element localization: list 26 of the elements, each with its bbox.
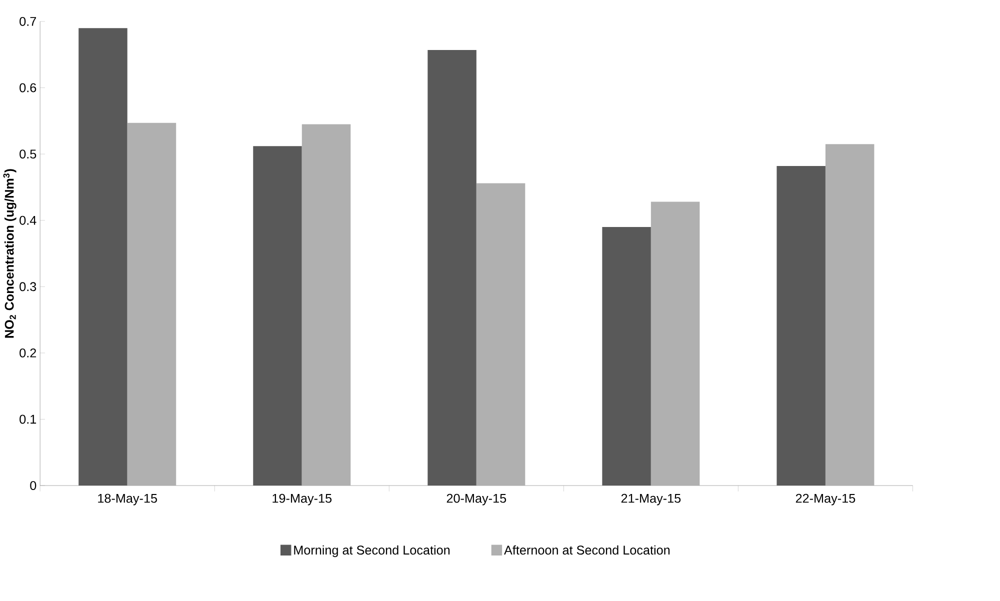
y-tick-label: 0.5 [20, 150, 36, 159]
bar [776, 166, 826, 486]
x-tick-label: 20-May-15 [446, 494, 506, 506]
y-axis-title: NO$_{2}$ Concentration (ug/Nm$^{3}$) [3, 169, 16, 338]
x-tick-label: 18-May-15 [98, 494, 157, 506]
y-tick-label: 0.3 [20, 282, 36, 292]
bar [428, 50, 476, 486]
legend-label: Morning at Second Location [294, 546, 450, 558]
legend-label: Afternoon at Second Location [504, 546, 670, 555]
bar [253, 146, 302, 486]
y-tick-label: 0.2 [20, 348, 36, 358]
bar [302, 124, 351, 486]
y-tick-label: 0 [30, 481, 36, 490]
bar [650, 202, 700, 486]
bar [825, 144, 874, 486]
x-tick-label: 19-May-15 [272, 494, 332, 506]
y-tick-label: 0.7 [20, 17, 36, 26]
y-tick-label: 0.4 [20, 216, 36, 226]
bar [78, 28, 128, 486]
bar [127, 123, 176, 486]
bar [602, 227, 651, 486]
x-tick-label: 21-May-15 [621, 494, 681, 506]
x-tick-label: 22-May-15 [796, 494, 856, 506]
bar [476, 183, 526, 486]
y-tick-label: 0.1 [20, 414, 36, 424]
y-tick-label: 0.6 [20, 83, 36, 92]
